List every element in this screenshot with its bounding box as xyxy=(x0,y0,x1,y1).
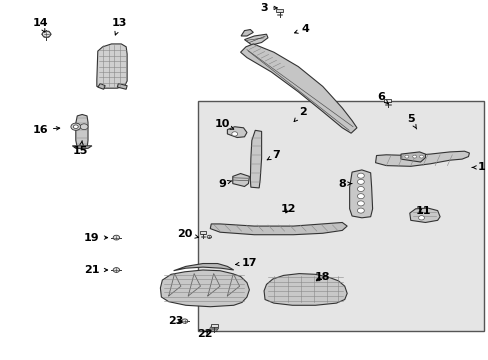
Circle shape xyxy=(357,179,364,184)
Text: 17: 17 xyxy=(235,258,257,268)
Polygon shape xyxy=(241,30,253,36)
Text: 3: 3 xyxy=(260,3,277,13)
Text: 5: 5 xyxy=(406,114,416,129)
Text: 2: 2 xyxy=(293,107,306,122)
Circle shape xyxy=(207,235,211,238)
Circle shape xyxy=(71,123,81,130)
Text: 10: 10 xyxy=(214,119,233,129)
Text: 22: 22 xyxy=(196,329,212,339)
Text: 15: 15 xyxy=(73,141,88,156)
Polygon shape xyxy=(117,84,127,89)
Circle shape xyxy=(419,155,423,158)
Circle shape xyxy=(404,155,408,158)
Circle shape xyxy=(357,208,364,213)
Text: 16: 16 xyxy=(32,125,60,135)
Circle shape xyxy=(182,319,187,323)
Circle shape xyxy=(357,201,364,206)
Circle shape xyxy=(42,31,50,37)
Circle shape xyxy=(357,173,364,178)
Polygon shape xyxy=(227,127,246,138)
Text: 13: 13 xyxy=(112,18,127,35)
Bar xyxy=(210,324,217,327)
Text: 12: 12 xyxy=(280,204,296,214)
Text: 7: 7 xyxy=(266,150,280,160)
Circle shape xyxy=(113,267,120,273)
Polygon shape xyxy=(240,44,356,133)
Text: 11: 11 xyxy=(414,206,430,216)
Polygon shape xyxy=(160,270,249,307)
Circle shape xyxy=(418,216,424,220)
Text: 23: 23 xyxy=(168,316,183,326)
Polygon shape xyxy=(76,114,88,149)
Text: 20: 20 xyxy=(177,229,198,239)
Polygon shape xyxy=(400,152,425,162)
Circle shape xyxy=(231,132,237,136)
Circle shape xyxy=(73,125,78,129)
Polygon shape xyxy=(209,325,218,331)
Circle shape xyxy=(80,124,88,130)
Polygon shape xyxy=(72,146,92,148)
Polygon shape xyxy=(210,222,346,235)
Circle shape xyxy=(357,186,364,192)
Bar xyxy=(200,231,205,234)
FancyBboxPatch shape xyxy=(198,101,483,331)
Polygon shape xyxy=(244,34,267,45)
Polygon shape xyxy=(264,274,346,305)
Polygon shape xyxy=(232,174,249,186)
Bar xyxy=(276,9,283,12)
Text: 19: 19 xyxy=(84,233,107,243)
Text: 14: 14 xyxy=(32,18,48,32)
Circle shape xyxy=(357,194,364,199)
Polygon shape xyxy=(97,44,127,88)
Polygon shape xyxy=(173,264,233,271)
Bar xyxy=(384,99,390,102)
Text: 18: 18 xyxy=(314,272,330,282)
Text: 8: 8 xyxy=(338,179,351,189)
Circle shape xyxy=(113,235,120,240)
Text: 1: 1 xyxy=(471,162,485,172)
Polygon shape xyxy=(349,170,372,218)
Polygon shape xyxy=(98,84,105,89)
Circle shape xyxy=(412,155,416,158)
Polygon shape xyxy=(375,151,468,166)
Text: 4: 4 xyxy=(294,24,309,34)
Text: 6: 6 xyxy=(377,92,387,104)
Polygon shape xyxy=(250,130,261,188)
Text: 21: 21 xyxy=(84,265,107,275)
Polygon shape xyxy=(409,208,439,222)
Text: 9: 9 xyxy=(218,179,231,189)
Polygon shape xyxy=(41,31,51,37)
